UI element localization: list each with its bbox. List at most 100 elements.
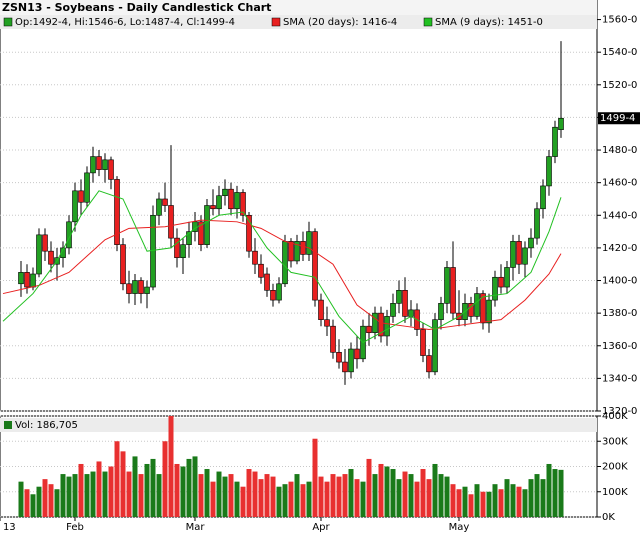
volume-bar — [234, 481, 240, 517]
volume-bar — [48, 484, 54, 517]
candle-body — [522, 247, 528, 265]
candle-body — [294, 241, 300, 262]
legend-bar — [0, 15, 597, 29]
volume-bar — [486, 491, 492, 517]
volume-bar — [288, 481, 294, 517]
x-tick-label: Jan 13 — [0, 522, 16, 533]
volume-bar — [72, 474, 78, 517]
sma-line — [2, 219, 562, 330]
volume-bar — [426, 479, 432, 517]
candle-body — [108, 159, 114, 180]
candle-body — [24, 272, 30, 288]
volume-bar — [390, 469, 396, 517]
volume-bar — [240, 486, 246, 517]
legend-swatch — [4, 421, 12, 429]
candle-body — [162, 198, 168, 206]
volume-bar — [474, 484, 480, 517]
volume-bar — [36, 486, 42, 517]
last-price-label: 1499-4 — [600, 113, 635, 124]
candle-body — [228, 188, 234, 210]
volume-bar — [126, 471, 132, 517]
candle-body — [114, 179, 120, 245]
volume-bar — [552, 469, 558, 517]
volume-bar — [24, 489, 30, 517]
v-tick-label: 300K — [602, 436, 628, 447]
volume-bars — [18, 416, 564, 517]
y-tick-label: 1540-0 — [602, 47, 637, 58]
legend-swatch — [3, 17, 13, 27]
volume-bar — [78, 463, 84, 517]
volume-bar — [534, 474, 540, 517]
candle-body — [300, 241, 306, 255]
candle-body — [528, 237, 534, 249]
volume-bar — [90, 471, 96, 517]
candle-body — [84, 172, 90, 203]
candle-body — [480, 293, 486, 324]
volume-bar — [180, 466, 186, 517]
candle-body — [408, 309, 414, 317]
volume-bar — [480, 491, 486, 517]
volume-bar — [546, 463, 552, 517]
volume-bar — [516, 486, 522, 517]
candle-body — [120, 244, 126, 285]
candle-body — [318, 299, 324, 320]
candle-body — [144, 286, 150, 294]
legend-swatch — [271, 17, 281, 27]
candle-body — [264, 273, 270, 291]
candle-body — [312, 231, 318, 301]
legend-entry: SMA (20 days): 1416-4 — [283, 17, 397, 28]
volume-bar — [30, 494, 36, 517]
candle-body — [186, 231, 192, 245]
title-bar — [0, 0, 597, 15]
candle-body — [276, 283, 282, 301]
volume-bar — [324, 481, 330, 517]
candle-body — [474, 293, 480, 317]
volume-bar — [450, 484, 456, 517]
volume-bar — [60, 474, 66, 517]
candle-body — [510, 241, 516, 268]
candle-body — [306, 231, 312, 255]
candle-body — [378, 312, 384, 337]
volume-bar — [396, 479, 402, 517]
volume-bar — [522, 489, 528, 517]
candle-body — [174, 237, 180, 258]
candle-body — [216, 195, 222, 210]
sma-line — [2, 190, 562, 344]
v-tick-label: 100K — [602, 487, 628, 498]
volume-bar — [96, 461, 102, 517]
candle-body — [168, 205, 174, 239]
candle-body — [246, 214, 252, 252]
volume-bar — [216, 471, 222, 517]
volume-bar — [108, 466, 114, 517]
y-tick-label: 1420-0 — [602, 243, 637, 254]
volume-bar — [468, 494, 474, 517]
candle-body — [150, 214, 156, 288]
candle-body — [432, 319, 438, 373]
candle-body — [180, 244, 186, 258]
y-tick-label: 1360-0 — [602, 341, 637, 352]
volume-bar — [318, 476, 324, 517]
candle-body — [270, 290, 276, 301]
volume-legend: Vol: 186,705 — [15, 420, 78, 431]
candle-body — [390, 303, 396, 317]
candle-body — [96, 156, 102, 170]
y-tick-label: 1380-0 — [602, 308, 637, 319]
volume-bar — [402, 471, 408, 517]
volume-bar — [336, 476, 342, 517]
volume-bar — [132, 456, 138, 517]
candle-body — [348, 348, 354, 373]
last-price-box — [598, 112, 640, 125]
candle-body — [450, 267, 456, 314]
price-panel — [0, 0, 598, 412]
volume-bar — [510, 484, 516, 517]
volume-bar — [42, 479, 48, 517]
candle-body — [426, 355, 432, 373]
volume-bar — [444, 476, 450, 517]
volume-bar — [156, 474, 162, 517]
volume-bar — [462, 486, 468, 517]
y-tick-label: 1340-0 — [602, 373, 637, 384]
volume-bar — [294, 474, 300, 517]
volume-bar — [348, 469, 354, 517]
candle-body — [210, 205, 216, 210]
